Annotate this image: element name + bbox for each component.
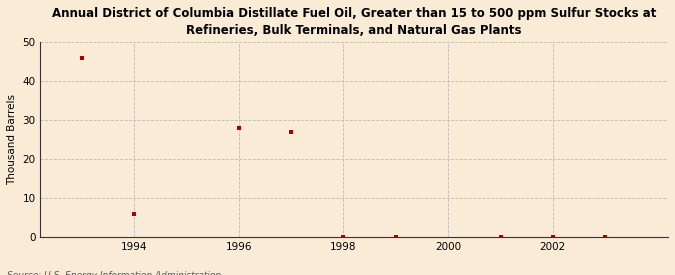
Point xyxy=(338,235,349,240)
Point xyxy=(390,235,401,240)
Point xyxy=(76,56,87,60)
Point xyxy=(495,235,506,240)
Point xyxy=(129,212,140,216)
Text: Source: U.S. Energy Information Administration: Source: U.S. Energy Information Administ… xyxy=(7,271,221,275)
Y-axis label: Thousand Barrels: Thousand Barrels xyxy=(7,94,17,185)
Point xyxy=(547,235,558,240)
Title: Annual District of Columbia Distillate Fuel Oil, Greater than 15 to 500 ppm Sulf: Annual District of Columbia Distillate F… xyxy=(52,7,656,37)
Point xyxy=(234,126,244,130)
Point xyxy=(286,130,296,134)
Point xyxy=(600,235,611,240)
